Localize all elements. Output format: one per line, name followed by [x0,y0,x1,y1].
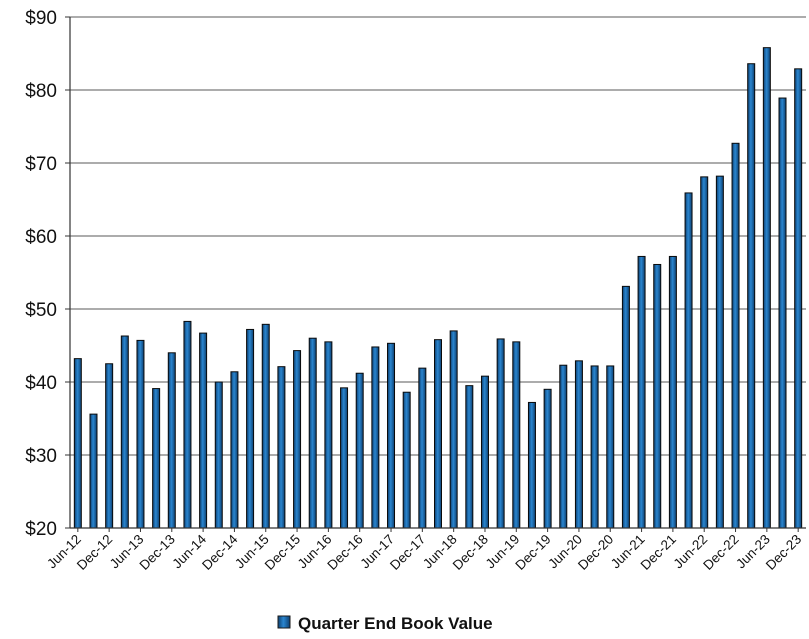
bar-dec-13 [167,352,176,529]
bar-dec-16 [355,372,364,529]
bar-mar-22 [684,192,693,529]
bar-mar-13 [120,335,129,529]
bar-mar-20 [559,364,568,529]
bar-dec-19 [543,388,552,529]
bar-dec-18 [480,375,489,529]
bar-mar-23 [747,63,756,529]
y-tick-label: $50 [25,300,57,321]
bar-sep-12 [89,413,98,529]
x-tick-label: Dec-18 [450,532,491,573]
bar-sep-13 [152,388,161,529]
bar-mar-15 [246,328,255,529]
bar-dec-17 [418,367,427,529]
bar-sep-22 [715,175,724,529]
bar-mar-18 [434,339,442,529]
bar-sep-19 [527,401,536,529]
bar-jun-23 [762,47,771,529]
bar-jun-17 [387,342,396,529]
bar-mar-14 [183,320,192,529]
bar-jun-16 [324,341,333,529]
bar-dec-23 [794,68,803,529]
x-tick-label: Dec-22 [700,532,741,573]
bar-dec-20 [606,365,615,529]
bar-sep-15 [277,366,286,529]
bar-dec-15 [293,350,302,529]
bar-jun-14 [199,332,208,529]
bar-sep-16 [340,387,349,529]
legend-label: Quarter End Book Value [298,614,493,633]
x-tick-label: Dec-15 [262,532,303,573]
axes [65,16,806,532]
bar-sep-17 [402,391,411,529]
bar-jun-22 [700,176,709,529]
bar-mar-19 [496,338,505,529]
y-tick-label: $60 [25,227,57,248]
bar-dec-21 [668,255,677,529]
x-tick-label: Dec-13 [137,532,178,573]
y-axis-tick-labels: $20 $30 $40 $50 $60 $70 $80 $90 [25,8,57,540]
bar-sep-20 [590,365,599,529]
x-tick-label: Dec-17 [387,532,428,573]
bar-jun-13 [136,339,145,529]
bar-sep-18 [465,385,474,529]
legend-swatch [277,615,291,629]
bar-mar-17 [371,346,380,529]
bar-mar-21 [621,285,630,529]
y-tick-label: $20 [25,519,57,540]
bar-dec-14 [230,371,239,529]
bar-sep-14 [214,381,223,529]
x-tick-label: Dec-20 [575,532,616,573]
x-tick-label: Dec-14 [199,531,241,573]
bar-jun-12 [73,358,82,529]
x-axis-tick-labels: Jun-12Dec-12Jun-13Dec-13Jun-14Dec-14Jun-… [44,531,804,573]
bar-dec-12 [105,363,114,529]
x-tick-label: Dec-12 [74,532,115,573]
y-tick-label: $70 [25,154,57,175]
bar-jun-21 [637,255,646,529]
bar-jun-20 [574,360,583,529]
x-tick-label: Dec-21 [638,532,679,573]
bar-jun-15 [261,323,270,529]
x-tick-label: Dec-23 [763,532,804,573]
y-tick-label: $80 [25,81,57,102]
bars [73,47,803,529]
gridlines [70,16,806,456]
y-tick-label: $40 [25,373,57,394]
y-tick-label: $90 [25,8,57,29]
bar-sep-23 [778,97,787,529]
bar-dec-22 [731,142,740,529]
bar-mar-16 [308,337,317,529]
x-tick-label: Dec-16 [324,532,365,573]
legend: Quarter End Book Value [277,614,493,633]
x-tick-label: Dec-19 [512,532,553,573]
bar-sep-21 [653,263,662,529]
bar-jun-18 [449,330,458,529]
bar-jun-19 [512,341,521,529]
y-tick-label: $30 [25,446,57,467]
